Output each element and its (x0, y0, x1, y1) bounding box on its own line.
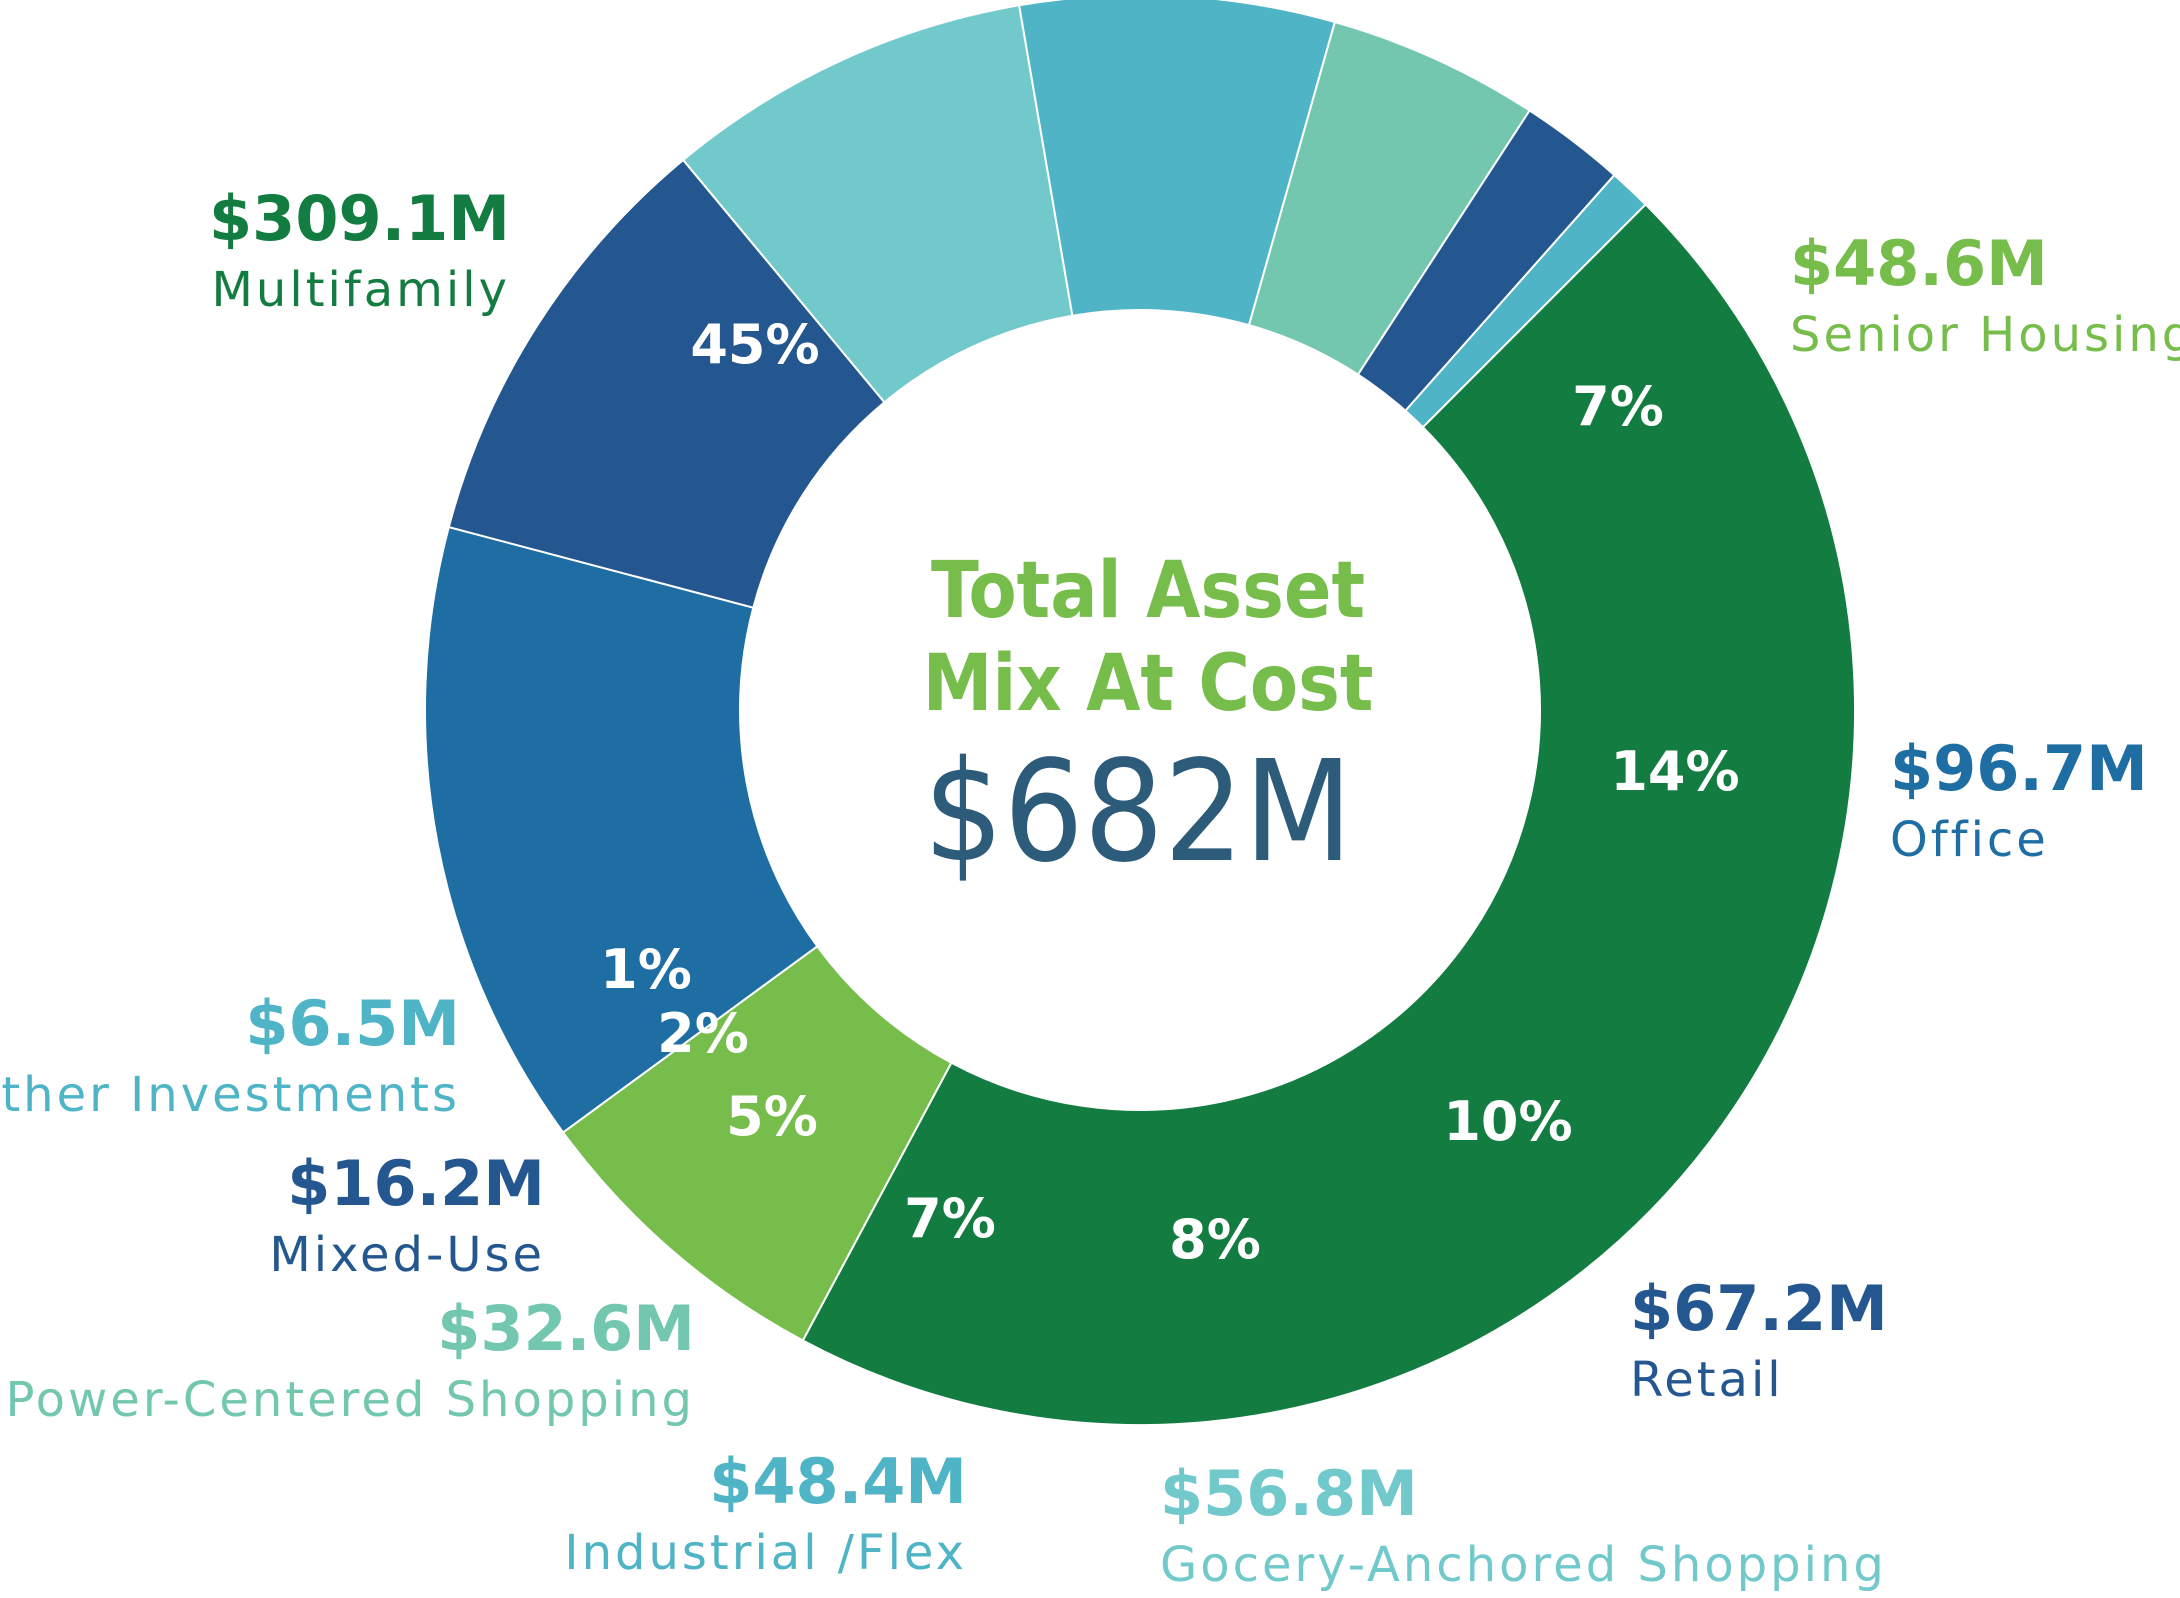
category-label-senior-housing: Senior Housing (1790, 307, 2180, 363)
amount-label-retail: $67.2M (1630, 1272, 1888, 1345)
category-label-power-centered-shopping: Power-Centered Shopping (5, 1372, 695, 1428)
amount-label-other-investments: $6.5M (245, 987, 460, 1060)
amount-label-power-centered-shopping: $32.6M (437, 1292, 695, 1365)
slice-office (424, 525, 819, 1134)
amount-label-gocery-anchored-shopping: $56.8M (1160, 1457, 1418, 1530)
center-label: Total Asset Mix At Cost $682M (923, 546, 1374, 894)
category-label-industrial-flex: Industrial /Flex (564, 1525, 967, 1581)
category-label-office: Office (1890, 812, 2049, 868)
amount-label-multifamily: $309.1M (209, 182, 510, 255)
center-total-value: $682M (923, 731, 1352, 894)
category-label-other-investments: Other Investments (0, 1067, 460, 1123)
pct-label-gocery-anchored-shopping: 8% (1169, 1208, 1261, 1271)
category-label-multifamily: Multifamily (212, 262, 510, 318)
amount-label-mixed-use: $16.2M (287, 1147, 545, 1220)
slice-multifamily (801, 203, 1856, 1426)
pct-label-retail: 10% (1443, 1090, 1572, 1153)
slice-other-investments (1403, 173, 1647, 429)
amount-label-senior-housing: $48.6M (1790, 227, 2048, 300)
pct-label-industrial-flex: 7% (904, 1187, 996, 1250)
percent-labels: 45% 7% 14% 10% 8% 7% 5% 2%1% (600, 313, 1739, 1271)
pct-label-office: 14% (1610, 740, 1739, 803)
pct-label-multifamily: 45% (690, 313, 819, 376)
amount-label-office: $96.7M (1890, 732, 2148, 805)
pct-label-mixed-use: 2% (657, 1002, 749, 1065)
amount-label-industrial-flex: $48.4M (709, 1445, 967, 1518)
category-label-mixed-use: Mixed-Use (269, 1227, 545, 1283)
pct-label-power-centered-shopping: 5% (726, 1085, 818, 1148)
category-label-gocery-anchored-shopping: Gocery-Anchored Shopping (1160, 1537, 1887, 1593)
center-title-line-1: Total Asset (931, 546, 1365, 636)
donut-slices (424, 0, 1856, 1426)
category-label-retail: Retail (1630, 1352, 1784, 1408)
category-labels: $309.1M Multifamily $48.6M Senior Housing $9… (0, 182, 2180, 1593)
pct-label-other-investments: 1% (600, 938, 692, 1001)
center-title-line-2: Mix At Cost (923, 639, 1374, 729)
pct-label-senior-housing: 7% (1572, 375, 1664, 438)
